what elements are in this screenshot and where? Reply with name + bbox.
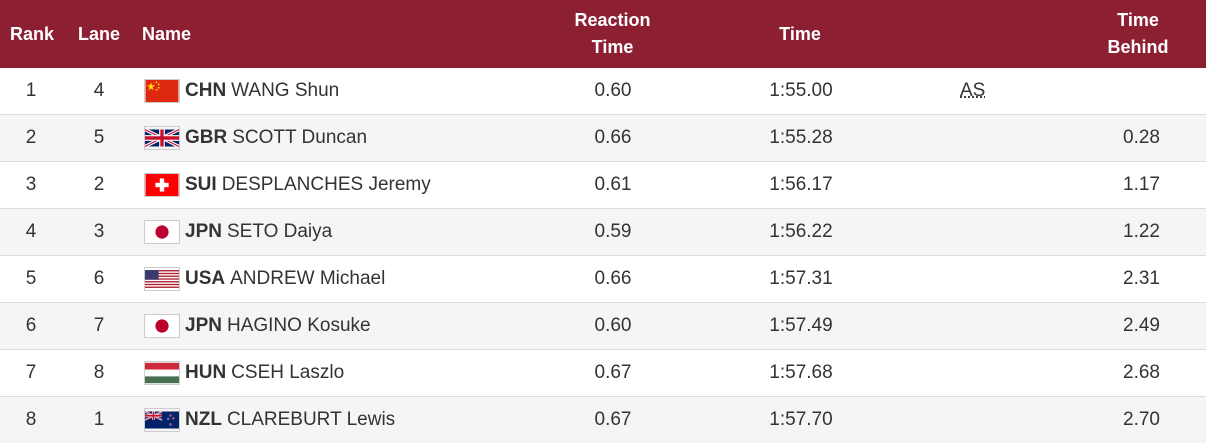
table-row: 4 3 JPN SETO Daiya 0.59 1:56.22 1.22 (0, 209, 1206, 256)
lane-cell: 8 (93, 362, 105, 383)
reaction-time-cell: 0.67 (594, 409, 632, 430)
athlete-name: HAGINO Kosuke (226, 315, 371, 336)
rank-cell: 4 (25, 221, 37, 242)
lane-cell: 5 (93, 127, 105, 148)
lane-cell: 4 (93, 80, 105, 101)
japan-flag-icon (144, 220, 180, 244)
new-zealand-flag-icon (144, 408, 180, 432)
athlete-name-cell[interactable]: JPN SETO Daiya (144, 209, 332, 255)
time-cell: 1:56.17 (769, 174, 833, 195)
athlete-name: CLAREBURT Lewis (226, 409, 396, 430)
header-reaction-line2: Time (591, 37, 634, 57)
time-cell: 1:57.70 (769, 409, 833, 430)
reaction-time-cell: 0.66 (594, 268, 632, 289)
reaction-time-cell: 0.66 (594, 127, 632, 148)
table-row: 3 2 SUI DESPLANCHES Jeremy 0.61 1:56.17 1.17 (0, 162, 1206, 209)
time-behind-cell: 2.68 (1123, 362, 1160, 383)
reaction-time-cell: 0.67 (594, 362, 632, 383)
time-behind-cell: 2.49 (1123, 315, 1160, 336)
time-behind-cell: 0.28 (1123, 127, 1160, 148)
time-behind-cell: 1.22 (1123, 221, 1160, 242)
time-cell: 1:57.68 (769, 362, 833, 383)
table-row: 1 4 CHN WANG Shun 0.60 1:55.00 AS (0, 68, 1206, 115)
athlete-name: DESPLANCHES Jeremy (221, 174, 431, 195)
lane-cell: 7 (93, 315, 105, 336)
noc-code: SUI (185, 174, 217, 195)
athlete-name-cell[interactable]: CHN WANG Shun (144, 68, 339, 114)
reaction-time-cell: 0.60 (594, 80, 632, 101)
header-time: Time (779, 23, 821, 44)
lane-cell: 1 (93, 409, 105, 430)
time-cell: 1:56.22 (769, 221, 833, 242)
header-reaction-line1: Reaction (574, 10, 651, 30)
header-lane: Lane (78, 23, 121, 44)
table-body: 1 4 CHN WANG Shun 0.60 1:55.00 AS 2 5 GBR SCOTT Du… (0, 68, 1206, 443)
athlete-name-cell[interactable]: GBR SCOTT Duncan (144, 115, 367, 161)
rank-cell: 6 (25, 315, 37, 336)
athlete-name: CSEH Laszlo (231, 362, 345, 383)
table-row: 7 8 HUN CSEH Laszlo 0.67 1:57.68 2.68 (0, 350, 1206, 397)
noc-code: NZL (185, 409, 222, 430)
china-flag-icon (144, 79, 180, 103)
athlete-name: ANDREW Michael (230, 268, 386, 289)
table-row: 2 5 GBR SCOTT Duncan 0.66 1:55.28 0.28 (0, 115, 1206, 162)
table-row: 8 1 NZL CLAREBURT Lewis 0.67 1:57.70 2.70 (0, 397, 1206, 443)
athlete-name-cell[interactable]: USA ANDREW Michael (144, 256, 385, 302)
athlete-name-cell[interactable]: JPN HAGINO Kosuke (144, 303, 371, 349)
time-cell: 1:57.49 (769, 315, 833, 336)
rank-cell: 2 (25, 127, 37, 148)
lane-cell: 6 (93, 268, 105, 289)
noc-code: JPN (185, 221, 222, 242)
lane-cell: 3 (93, 221, 105, 242)
hungary-flag-icon (144, 361, 180, 385)
table-row: 5 6 USA ANDREW Michael 0.66 1:57.31 2.31 (0, 256, 1206, 303)
header-rank: Rank (10, 23, 55, 44)
japan-flag-icon (144, 314, 180, 338)
noc-code: HUN (185, 362, 227, 383)
noc-code: CHN (185, 80, 227, 101)
header-time-behind: Time Behind (1090, 0, 1186, 68)
athlete-name-cell[interactable]: SUI DESPLANCHES Jeremy (144, 162, 431, 208)
reaction-time-cell: 0.60 (594, 315, 632, 336)
time-cell: 1:55.00 (769, 80, 833, 101)
athlete-name: SETO Daiya (226, 221, 333, 242)
rank-cell: 7 (25, 362, 37, 383)
time-behind-cell: 1.17 (1123, 174, 1160, 195)
time-cell: 1:57.31 (769, 268, 833, 289)
header-behind-line2: Behind (1107, 37, 1169, 57)
time-behind-cell: 2.70 (1123, 409, 1160, 430)
uk-flag-icon (144, 126, 180, 150)
rank-cell: 5 (25, 268, 37, 289)
table-row: 6 7 JPN HAGINO Kosuke 0.60 1:57.49 2.49 (0, 303, 1206, 350)
time-cell: 1:55.28 (769, 127, 833, 148)
noc-code: GBR (185, 127, 228, 148)
reaction-time-cell: 0.61 (594, 174, 632, 195)
table-header: Rank Lane Name Reaction Time Time Time Beh… (0, 0, 1206, 68)
usa-flag-icon (144, 267, 180, 291)
record-badge[interactable]: AS (960, 80, 986, 101)
header-reaction-time: Reaction Time (560, 0, 665, 68)
switzerland-flag-icon (144, 173, 180, 197)
athlete-name: SCOTT Duncan (232, 127, 368, 148)
athlete-name: WANG Shun (231, 80, 340, 101)
header-behind-line1: Time (1117, 10, 1159, 30)
noc-code: JPN (185, 315, 222, 336)
rank-cell: 8 (25, 409, 37, 430)
noc-code: USA (185, 268, 226, 289)
rank-cell: 3 (25, 174, 37, 195)
header-name: Name (142, 23, 192, 44)
lane-cell: 2 (93, 174, 105, 195)
reaction-time-cell: 0.59 (594, 221, 632, 242)
rank-cell: 1 (25, 80, 37, 101)
time-behind-cell: 2.31 (1123, 268, 1160, 289)
athlete-name-cell[interactable]: NZL CLAREBURT Lewis (144, 397, 395, 443)
athlete-name-cell[interactable]: HUN CSEH Laszlo (144, 350, 344, 396)
